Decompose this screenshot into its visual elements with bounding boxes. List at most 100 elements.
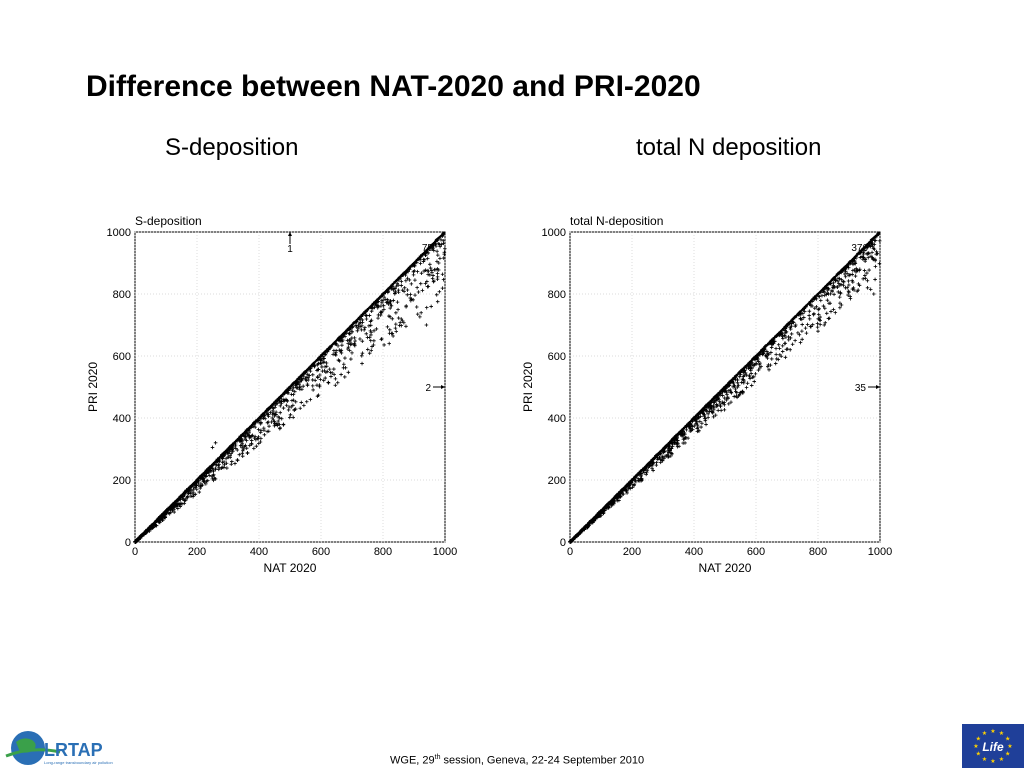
data-point — [395, 281, 399, 286]
data-point — [296, 380, 300, 385]
data-point — [230, 459, 234, 464]
data-point — [399, 317, 404, 321]
data-point — [667, 454, 671, 459]
data-point — [367, 351, 372, 355]
data-point — [722, 408, 727, 412]
data-point — [839, 282, 843, 287]
data-point — [766, 364, 770, 369]
data-point — [290, 388, 295, 393]
data-point — [620, 492, 625, 496]
data-point — [364, 313, 369, 318]
data-point — [627, 485, 631, 490]
data-point — [201, 479, 206, 484]
data-point — [716, 408, 720, 413]
data-point — [686, 436, 690, 440]
data-point — [818, 298, 823, 303]
data-point — [247, 443, 252, 448]
data-point — [829, 309, 833, 314]
data-point — [407, 278, 412, 282]
data-point — [397, 323, 402, 328]
data-point — [632, 483, 636, 488]
data-point — [781, 336, 785, 341]
data-point — [739, 380, 744, 385]
data-point — [818, 322, 822, 327]
data-point — [405, 276, 410, 281]
data-point — [827, 316, 832, 321]
data-point — [262, 432, 267, 437]
data-point — [402, 286, 407, 290]
data-point — [194, 483, 198, 488]
data-point — [847, 283, 851, 287]
data-point — [220, 456, 225, 460]
data-point — [310, 378, 315, 382]
data-point — [185, 494, 190, 499]
data-point — [360, 361, 364, 366]
data-point — [278, 404, 283, 408]
data-point — [369, 333, 373, 337]
data-point — [405, 288, 410, 292]
data-point — [827, 301, 831, 306]
data-point — [279, 401, 284, 406]
data-point — [266, 412, 271, 417]
data-point — [428, 266, 433, 270]
data-point — [799, 317, 804, 322]
data-point — [865, 271, 869, 275]
data-point — [430, 276, 435, 281]
data-point — [877, 239, 882, 243]
data-point — [432, 248, 436, 253]
x-tick-label: 400 — [250, 546, 268, 558]
data-point — [763, 353, 768, 358]
data-point — [698, 419, 702, 424]
data-point — [824, 311, 829, 316]
data-point — [396, 307, 400, 312]
data-point — [230, 449, 235, 453]
data-point — [356, 326, 360, 330]
data-point — [615, 498, 620, 503]
data-point — [832, 284, 837, 289]
data-point — [299, 400, 304, 405]
data-point — [769, 350, 773, 355]
data-point — [684, 428, 689, 432]
data-point — [411, 298, 416, 302]
data-point — [731, 381, 736, 385]
data-point — [681, 432, 686, 436]
data-point — [747, 374, 751, 378]
data-point — [189, 494, 193, 498]
data-point — [247, 434, 252, 438]
x-tick-label: 200 — [623, 546, 641, 558]
data-point — [875, 251, 880, 256]
data-point — [618, 494, 622, 499]
data-point — [369, 348, 374, 353]
data-point — [437, 289, 442, 294]
data-point — [807, 317, 812, 321]
eu-star-icon: ★ — [990, 728, 995, 735]
data-point — [634, 480, 638, 484]
data-point — [624, 488, 629, 493]
data-point — [372, 329, 376, 333]
data-point — [315, 375, 320, 379]
data-point — [395, 300, 400, 304]
data-point — [777, 346, 782, 351]
data-point — [697, 429, 701, 433]
data-point — [335, 380, 340, 385]
data-point — [425, 256, 430, 261]
data-point — [872, 292, 876, 296]
data-point — [301, 384, 305, 388]
data-point — [751, 375, 756, 379]
data-point — [359, 328, 364, 332]
offscale-arrowhead — [876, 232, 880, 236]
data-point — [350, 351, 354, 355]
chart-total-n-deposition: 0 200 400 600 800 1000 0 200 400 600 800 1000 total … — [521, 214, 892, 575]
data-point — [265, 420, 270, 425]
data-point — [851, 268, 855, 273]
data-point — [872, 238, 877, 243]
data-point — [166, 511, 171, 515]
data-point — [695, 429, 700, 434]
data-point — [669, 446, 674, 451]
y-tick-label: 800 — [548, 289, 566, 301]
data-point — [793, 324, 798, 329]
data-point — [822, 293, 827, 298]
data-point — [213, 441, 218, 445]
data-point — [194, 487, 199, 492]
data-point — [279, 416, 284, 421]
